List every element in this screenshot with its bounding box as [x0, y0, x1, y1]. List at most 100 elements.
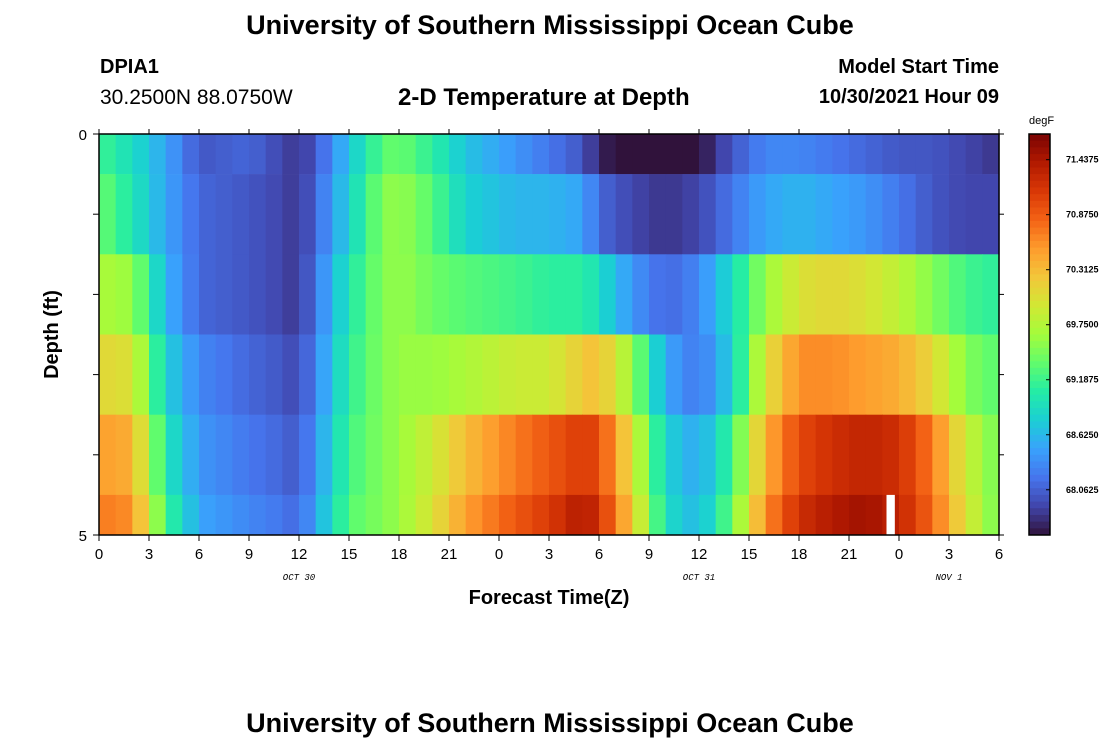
heatmap-cell	[99, 174, 117, 255]
heatmap-cell	[465, 174, 483, 255]
heatmap-cell	[565, 254, 583, 335]
heatmap-cell	[499, 174, 517, 255]
heatmap-cell	[765, 254, 783, 335]
x-day-label: NOV 1	[935, 573, 962, 583]
x-tick-label: 3	[145, 546, 153, 563]
x-tick-label: 18	[391, 546, 408, 563]
heatmap-cell	[499, 414, 517, 496]
colorbar-swatch	[1029, 227, 1050, 235]
x-tick-label: 21	[841, 546, 858, 563]
heatmap-cell	[865, 494, 883, 536]
heatmap-cell	[549, 334, 567, 415]
colorbar-swatch	[1029, 448, 1050, 456]
heatmap-cell	[382, 254, 400, 335]
x-tick-label: 3	[545, 546, 553, 563]
colorbar-swatch	[1029, 521, 1050, 529]
heatmap-cell	[832, 494, 850, 536]
colorbar-swatch	[1029, 454, 1050, 462]
colorbar-label: 71.4375	[1066, 155, 1099, 165]
heatmap-cell	[599, 254, 617, 335]
heatmap-cell	[932, 414, 950, 496]
heatmap-cell	[882, 134, 900, 175]
x-tick-label: 6	[995, 546, 1003, 563]
heatmap-cell	[515, 174, 533, 255]
heatmap-cell	[482, 414, 500, 496]
heatmap-cell	[799, 414, 817, 496]
heatmap-cell	[332, 254, 350, 335]
heatmap-cell	[265, 174, 283, 255]
heatmap-cell	[282, 334, 300, 415]
data-gap-cell	[886, 494, 895, 535]
heatmap-cell	[99, 494, 117, 536]
heatmap-cell	[665, 174, 683, 255]
colorbar-swatch	[1029, 334, 1050, 342]
heatmap-cell	[865, 254, 883, 335]
heatmap-cell	[915, 494, 933, 536]
heatmap-cell	[749, 134, 767, 175]
heatmap-cell	[615, 134, 633, 175]
heatmap-cell	[315, 494, 333, 536]
axes: 0 3 6 9 12 15 18 21 0 3 6 9 12 15 18 21 0 3 6 OCT 30 OCT 31 N…	[79, 127, 1004, 583]
heatmap-cell	[99, 254, 117, 335]
colorbar-swatch	[1029, 494, 1050, 503]
heatmap-cell	[782, 134, 800, 175]
heatmap-cell	[532, 494, 550, 536]
x-tick-label: 18	[791, 546, 808, 563]
heatmap-cell	[965, 254, 983, 335]
heatmap-cell	[865, 334, 883, 415]
heatmap-cell	[949, 414, 967, 496]
heatmap-cell	[399, 174, 417, 255]
heatmap-cell	[415, 254, 433, 335]
heatmap-cell	[399, 334, 417, 415]
heatmap-cell	[299, 334, 317, 415]
heatmap-cell	[615, 254, 633, 335]
x-tick-label: 15	[741, 546, 758, 563]
heatmap-cell	[632, 334, 650, 415]
heatmap-cell	[765, 334, 783, 415]
heatmap-cell	[565, 414, 583, 496]
x-axis-title: Forecast Time(Z)	[469, 587, 630, 609]
heatmap-cell	[899, 334, 917, 415]
heatmap-cell	[132, 494, 150, 536]
heatmap-cell	[749, 494, 767, 536]
heatmap-cell	[232, 494, 250, 536]
heatmap-cell	[932, 134, 950, 175]
heatmap-cell	[199, 334, 217, 415]
heatmap-cell	[732, 494, 750, 536]
x-tick-label: 15	[341, 546, 358, 563]
heatmap-cell	[665, 134, 683, 175]
heatmap-cell	[282, 174, 300, 255]
footer-title: University of Southern Mississippi Ocean…	[246, 708, 854, 738]
heatmap-cell	[249, 174, 267, 255]
colorbar-swatch	[1029, 474, 1050, 483]
heatmap-cell	[115, 334, 133, 415]
heatmap-cell	[915, 334, 933, 415]
heatmap-cell	[282, 494, 300, 536]
colorbar-swatch	[1029, 514, 1050, 523]
colorbar: 71.4375 70.8750 70.3125 69.7500 69.1875 68.62…	[1028, 133, 1099, 536]
heatmap-cell	[215, 334, 233, 415]
heatmap-cell	[815, 174, 833, 255]
heatmap-cell	[115, 174, 133, 255]
heatmap-cell	[199, 174, 217, 255]
heatmap-cell	[682, 174, 700, 255]
heatmap-cell	[232, 414, 250, 496]
heatmap-cell	[699, 494, 717, 536]
heatmap-cell	[799, 174, 817, 255]
heatmap-cell	[349, 254, 367, 335]
heatmap-cell	[215, 414, 233, 496]
heatmap-cell	[615, 334, 633, 415]
heatmap-cell	[115, 494, 133, 536]
y-tick-label: 5	[79, 528, 87, 545]
colorbar-swatch	[1029, 414, 1050, 422]
heatmap-cell	[899, 414, 917, 496]
heatmap-cell	[149, 254, 167, 335]
heatmap-cell	[965, 174, 983, 255]
heatmap-cell	[982, 494, 1000, 536]
x-tick-label: 21	[441, 546, 458, 563]
heatmap-cell	[332, 134, 350, 175]
colorbar-swatch	[1029, 321, 1050, 329]
colorbar-swatch	[1029, 354, 1050, 362]
heatmap-cell	[765, 174, 783, 255]
data-gap	[886, 494, 895, 535]
